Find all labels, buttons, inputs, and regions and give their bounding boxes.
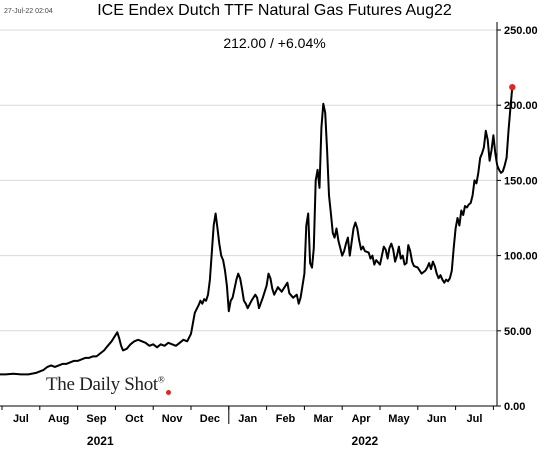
series-line bbox=[0, 87, 514, 376]
y-tick-label: 150.00 bbox=[504, 175, 538, 187]
x-tick-label-feb: Feb bbox=[276, 413, 296, 425]
y-tick-label: 200.00 bbox=[504, 100, 538, 112]
x-tick-label-may: May bbox=[388, 413, 410, 425]
x-tick-label-nov: Nov bbox=[162, 413, 184, 425]
brand-name: The Daily Shot bbox=[46, 374, 158, 395]
chart-title: ICE Endex Dutch TTF Natural Gas Futures … bbox=[97, 2, 452, 19]
y-tick-label: 0.00 bbox=[504, 401, 525, 413]
x-tick-label-jul: Jul bbox=[13, 413, 29, 425]
last-value-marker bbox=[509, 83, 516, 91]
x-tick-label-aug: Aug bbox=[48, 413, 69, 425]
x-tick-label-mar: Mar bbox=[314, 413, 334, 425]
x-tick-label-jul: Jul bbox=[467, 413, 483, 425]
x-tick-label-dec: Dec bbox=[200, 413, 220, 425]
timestamp: 27-Jul-22 02:04 bbox=[4, 8, 53, 15]
x-tick-label-jan: Jan bbox=[238, 413, 257, 425]
y-tick-label: 50.00 bbox=[504, 326, 532, 338]
x-tick-label-apr: Apr bbox=[352, 413, 372, 425]
brand-registered-mark: ® bbox=[157, 374, 165, 385]
brand-logo: The Daily Shot® bbox=[46, 374, 165, 396]
year-label-2022: 2022 bbox=[352, 434, 379, 448]
x-tick-label-sep: Sep bbox=[86, 413, 106, 425]
y-tick-label: 250.00 bbox=[504, 25, 538, 37]
x-tick-label-jun: Jun bbox=[427, 413, 447, 425]
brand-dot-icon bbox=[166, 390, 171, 395]
price-change-readout: 212.00 / +6.04% bbox=[223, 35, 326, 51]
y-tick-label: 100.00 bbox=[504, 251, 538, 263]
year-label-2021: 2021 bbox=[87, 434, 114, 448]
x-tick-label-oct: Oct bbox=[125, 413, 144, 425]
